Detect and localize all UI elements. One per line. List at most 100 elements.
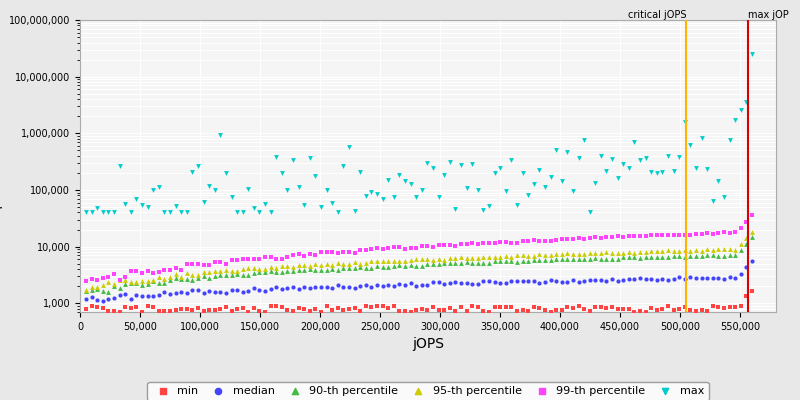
Point (622, 232, 635, 239)
Point (466, 303, 478, 309)
Point (253, 266, 266, 272)
Point (202, 307, 215, 313)
Point (152, 269, 165, 276)
Point (258, 201, 271, 208)
Point (415, 187, 428, 193)
Point (734, 241, 747, 248)
Point (230, 209, 243, 216)
Point (634, 275, 646, 282)
Point (421, 160, 434, 166)
Point (376, 258, 389, 264)
Point (314, 262, 327, 268)
Point (253, 209, 266, 216)
Point (426, 261, 439, 267)
Point (410, 245, 422, 251)
Point (572, 155, 585, 161)
Point (135, 270, 148, 276)
Point (331, 260, 344, 266)
Point (85, 209, 98, 216)
Point (326, 307, 338, 314)
Point (460, 308, 473, 315)
Point (303, 154, 316, 161)
Point (701, 308, 714, 314)
Point (398, 282, 411, 288)
Point (589, 250, 602, 256)
Point (202, 288, 215, 295)
Point (667, 232, 680, 238)
Point (141, 278, 154, 284)
Point (102, 296, 114, 303)
Point (533, 280, 546, 286)
Point (393, 244, 406, 250)
Point (387, 263, 400, 269)
Point (281, 254, 294, 260)
Point (376, 303, 389, 310)
Point (85, 284, 98, 290)
Point (494, 304, 506, 311)
Point (387, 303, 400, 310)
Point (354, 260, 366, 267)
Point (180, 261, 193, 267)
Point (606, 156, 618, 162)
Point (466, 280, 478, 287)
Point (449, 308, 462, 314)
Point (706, 303, 719, 310)
Point (622, 306, 635, 312)
Point (566, 256, 579, 262)
Point (561, 256, 574, 262)
Point (163, 266, 176, 273)
Point (589, 304, 602, 311)
Point (477, 260, 490, 266)
Point (432, 260, 445, 267)
Point (118, 281, 131, 287)
Point (342, 284, 355, 290)
Point (488, 169, 501, 176)
Point (219, 272, 232, 278)
Point (634, 308, 646, 314)
Point (729, 229, 742, 235)
Point (370, 282, 383, 288)
Point (650, 232, 663, 238)
Point (572, 279, 585, 285)
Point (158, 288, 170, 295)
Point (712, 230, 725, 236)
Point (264, 253, 277, 260)
Point (314, 308, 327, 315)
Point (606, 304, 618, 310)
Point (734, 225, 747, 231)
Point (611, 233, 624, 239)
Point (650, 277, 663, 284)
Point (298, 266, 310, 273)
Point (701, 230, 714, 236)
Point (225, 272, 238, 278)
Point (482, 278, 495, 284)
Point (85, 276, 98, 282)
Point (169, 264, 182, 271)
Point (443, 255, 456, 262)
Point (701, 166, 714, 172)
Point (611, 175, 624, 181)
Point (494, 280, 506, 286)
Point (382, 264, 394, 270)
Point (426, 244, 439, 250)
Point (96, 305, 109, 311)
Point (471, 259, 484, 266)
Point (482, 254, 495, 260)
Point (247, 256, 260, 262)
Point (393, 262, 406, 268)
Point (342, 261, 355, 268)
Point (292, 267, 305, 274)
Point (527, 257, 540, 264)
Point (242, 272, 254, 278)
Point (292, 251, 305, 257)
Point (499, 280, 512, 286)
Point (533, 166, 546, 173)
Point (678, 304, 691, 310)
Point (634, 233, 646, 240)
Point (628, 250, 641, 256)
Point (174, 274, 187, 280)
Point (494, 258, 506, 264)
Point (561, 304, 574, 310)
Point (645, 254, 658, 260)
Point (264, 303, 277, 309)
